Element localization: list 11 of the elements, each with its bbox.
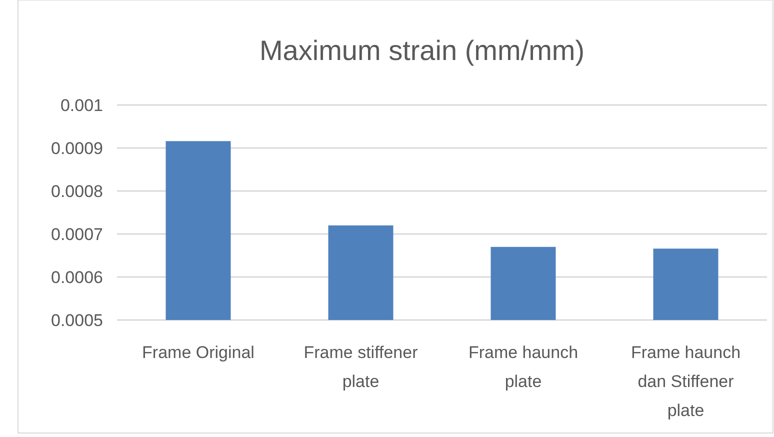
x-tick-label: Frame haunch dan Stiffener plate (630, 343, 741, 420)
y-tick-label: 0.001 (60, 96, 103, 115)
x-tick-label: Frame haunch plate (468, 343, 578, 391)
y-tick-label: 0.0009 (51, 138, 103, 158)
x-tick-label: Frame Original (142, 343, 254, 362)
y-tick-label: 0.0008 (51, 182, 103, 201)
x-tick-label: Frame stiffener plate (304, 343, 418, 391)
y-tick-label: 0.0007 (51, 224, 103, 244)
y-tick-label: 0.0005 (51, 310, 103, 330)
y-tick-label: 0.0006 (51, 268, 103, 287)
chart-title: Maximum strain (mm/mm) (259, 35, 585, 66)
